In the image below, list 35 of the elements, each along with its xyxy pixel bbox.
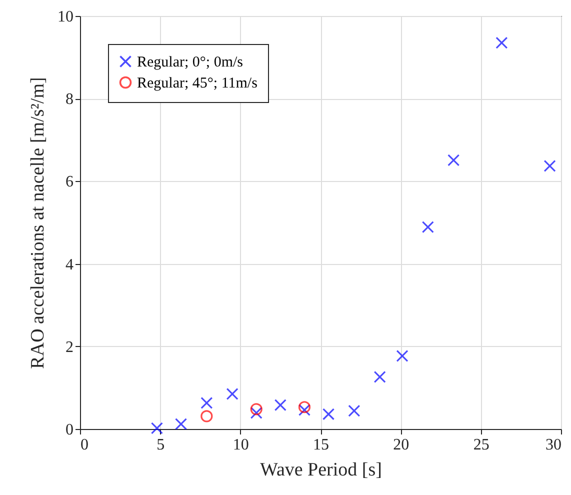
y-axis-title: RAO accelerations at nacelle [m/s²/m]	[28, 77, 48, 369]
point	[396, 350, 408, 362]
point	[298, 401, 311, 414]
y-tick-label: 10	[58, 8, 74, 26]
point	[200, 396, 213, 410]
point	[544, 160, 556, 172]
y-tick-label: 0	[66, 422, 74, 438]
x-tick-label: 20	[393, 436, 410, 454]
point	[422, 221, 434, 234]
point	[496, 36, 508, 49]
point	[322, 408, 335, 420]
y-tick-label: 8	[66, 91, 74, 108]
point	[448, 154, 460, 166]
point	[274, 399, 286, 412]
legend-label: Regular; 0°; 0m/s	[137, 54, 244, 70]
x-tick-label: 0	[80, 436, 88, 454]
x-tick-label: 30	[546, 436, 562, 454]
point	[250, 403, 262, 416]
point	[150, 422, 164, 434]
point	[226, 388, 238, 400]
point	[250, 406, 262, 419]
x-tick-label: 15	[313, 436, 329, 454]
y-tick-label: 4	[66, 256, 74, 274]
x-tick-label: 10	[232, 436, 249, 454]
legend-label: Regular; 45°; 11m/s	[137, 76, 258, 92]
y-tick-label: 6	[66, 174, 74, 191]
x-tick-label: 25	[473, 436, 490, 454]
x-axis-title: Wave Period [s]	[260, 460, 382, 480]
point	[174, 418, 188, 430]
point	[374, 370, 386, 384]
point	[348, 404, 360, 417]
point	[200, 410, 213, 422]
x-tick-label: 5	[156, 436, 165, 454]
point	[298, 404, 311, 416]
y-tick-label: 2	[66, 338, 74, 356]
